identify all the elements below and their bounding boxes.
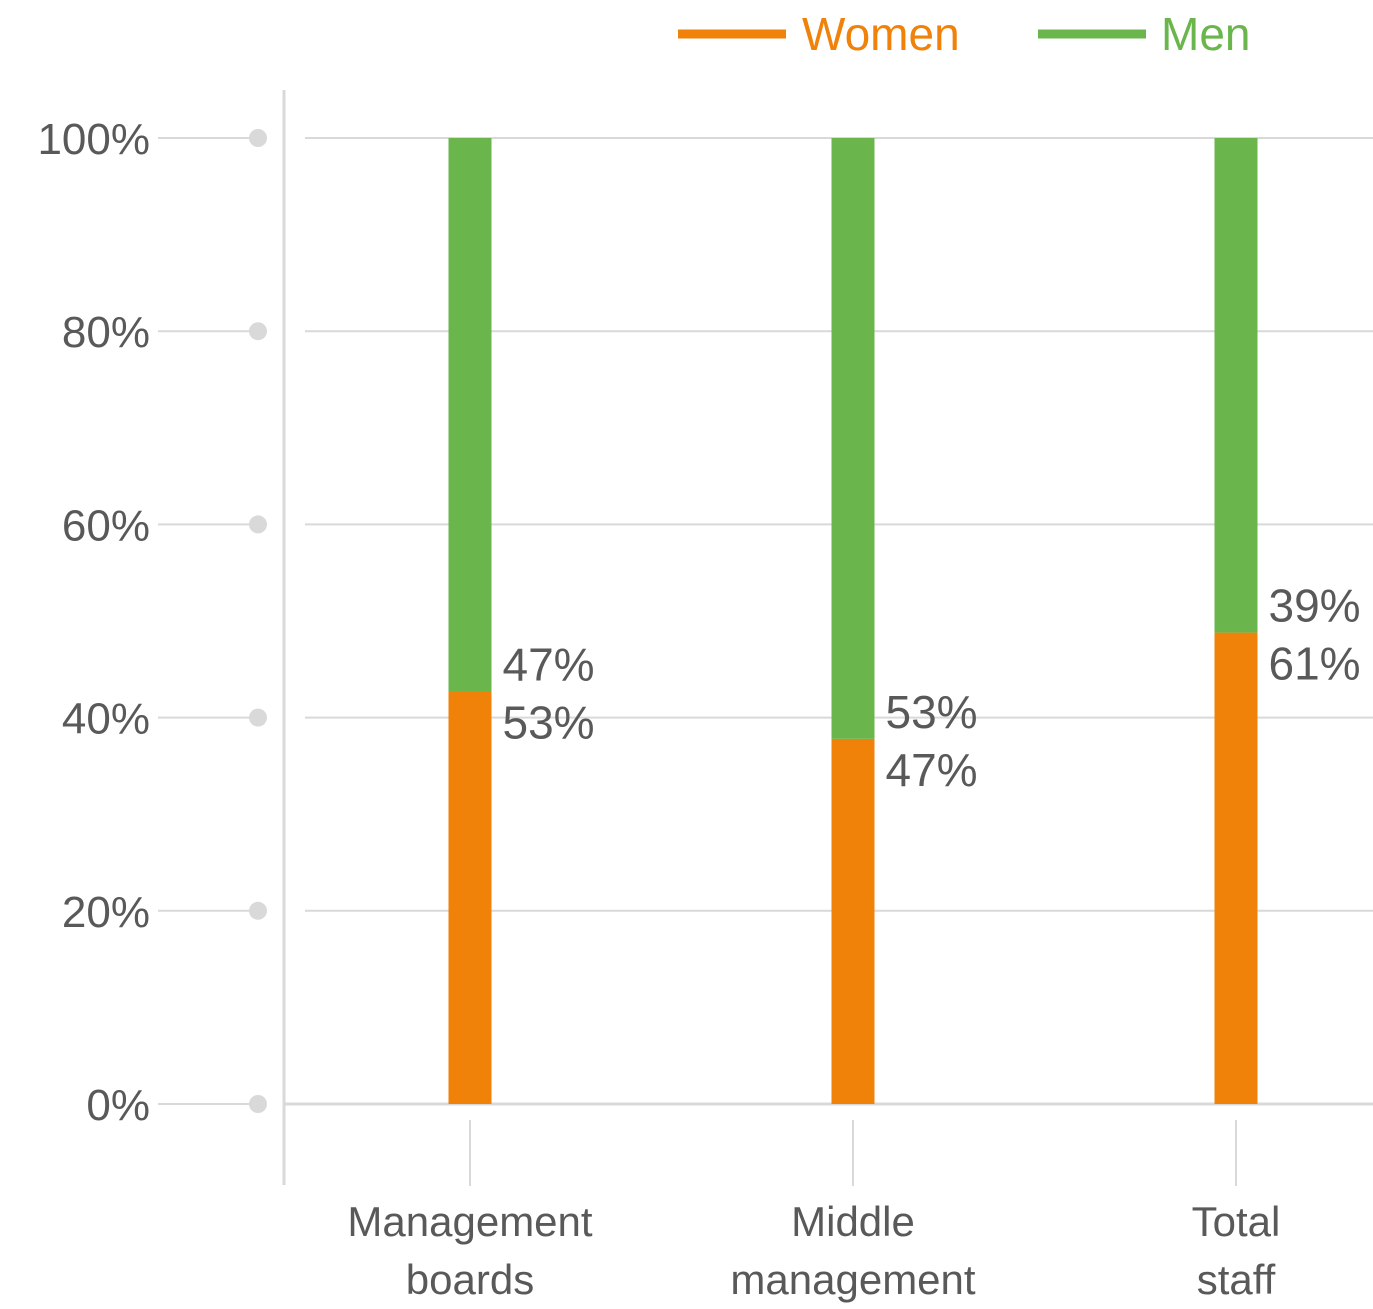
x-category-label: management <box>730 1256 975 1303</box>
bar-segment-women <box>831 738 875 1104</box>
legend-label: Women <box>802 8 960 60</box>
bar-segment-women <box>448 691 492 1104</box>
data-label-men: 39% <box>1269 580 1361 632</box>
data-label-men: 53% <box>886 686 978 738</box>
y-tick-label: 20% <box>62 888 150 937</box>
x-category-label: boards <box>406 1256 534 1303</box>
y-axis: 0% 20% 40% 60% 80% 100% <box>37 90 286 1185</box>
x-category-label: Middle <box>791 1198 915 1245</box>
bar-segment-men <box>831 138 875 739</box>
y-tick-label: 40% <box>62 695 150 744</box>
legend-label: Men <box>1161 8 1250 60</box>
y-tick-dot <box>249 708 267 727</box>
y-tick-dot <box>249 901 267 920</box>
legend-item-men[interactable]: Men <box>1038 8 1250 60</box>
x-category-label: staff <box>1197 1256 1276 1303</box>
y-tick-dot <box>249 129 267 147</box>
y-tick-label: 0% <box>86 1081 150 1130</box>
data-labels: 47% 53% 53% 47% 39% 61% <box>503 580 1361 796</box>
x-axis: Management boards Middle management Total sta… <box>284 1102 1373 1303</box>
y-tick-dot <box>249 1095 267 1113</box>
y-tick-label: 60% <box>62 501 150 550</box>
y-tick-label: 100% <box>37 115 150 164</box>
data-label-women: 47% <box>886 744 978 796</box>
legend-item-women[interactable]: Women <box>678 8 960 60</box>
y-tick-dot <box>249 515 267 534</box>
bar-segment-women <box>1214 632 1258 1104</box>
x-category-label: Total <box>1192 1198 1281 1245</box>
x-category-label: Management <box>347 1198 592 1245</box>
y-tick-label: 80% <box>62 308 150 357</box>
bars <box>448 138 1258 1104</box>
data-label-women: 61% <box>1269 638 1361 690</box>
bar-segment-men <box>1214 138 1258 633</box>
legend[interactable]: Women Men <box>678 8 1250 60</box>
bar-segment-men <box>448 138 492 692</box>
data-label-men: 47% <box>503 639 595 691</box>
data-label-women: 53% <box>503 697 595 749</box>
y-tick-dot <box>249 322 267 341</box>
